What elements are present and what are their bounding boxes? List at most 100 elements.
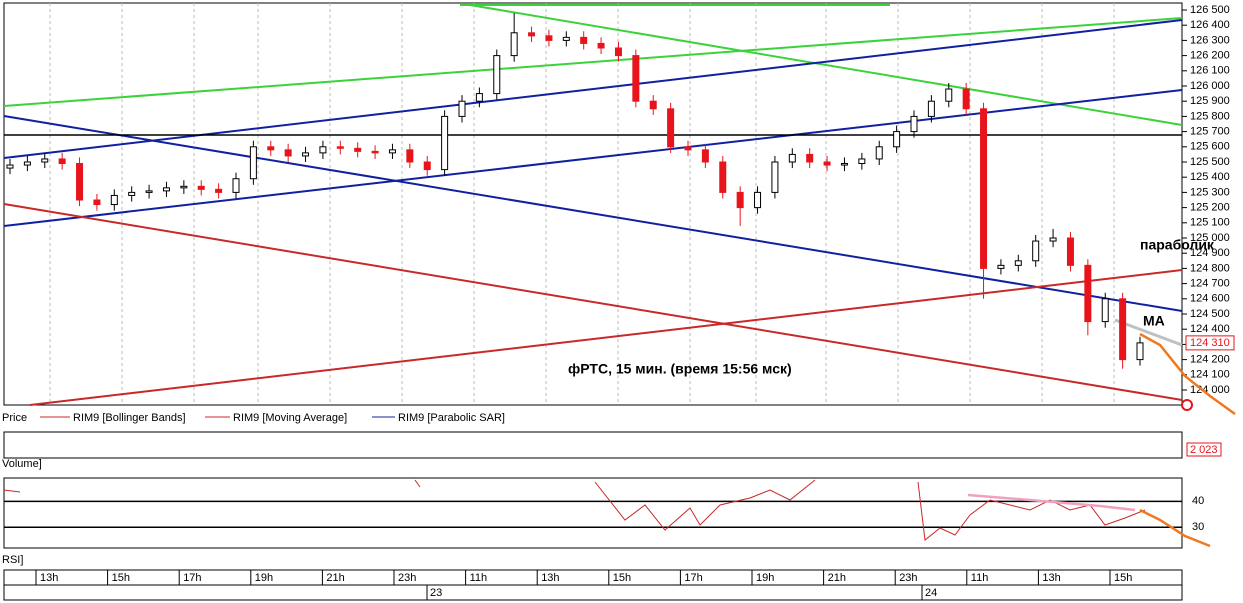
candle-body bbox=[6, 164, 14, 169]
day-label: 24 bbox=[925, 587, 937, 599]
candle-body bbox=[423, 161, 431, 171]
candle-body bbox=[128, 191, 136, 196]
x-tick-label: 23h bbox=[899, 572, 917, 584]
candle-body bbox=[614, 47, 622, 57]
candle-body bbox=[284, 149, 292, 157]
rsi-panel bbox=[3, 477, 1183, 549]
y-tick-label: 125 800 bbox=[1190, 110, 1230, 122]
candle-body bbox=[1049, 237, 1057, 242]
candle-body bbox=[632, 55, 640, 102]
candle-body bbox=[580, 36, 588, 44]
rsi-forecast bbox=[1139, 508, 1211, 548]
candle-body bbox=[597, 42, 605, 49]
y-tick-label: 126 400 bbox=[1190, 19, 1230, 31]
y-tick-label: 124 700 bbox=[1190, 278, 1230, 290]
y-tick-label: 125 900 bbox=[1190, 95, 1230, 107]
last-price-label: 124 310 bbox=[1190, 337, 1230, 349]
candle-body bbox=[736, 191, 744, 209]
legend-item: RIM9 [Moving Average] bbox=[233, 412, 347, 424]
candle-body bbox=[754, 191, 762, 209]
y-tick-label: 126 200 bbox=[1190, 50, 1230, 62]
y-tick-label: 124 400 bbox=[1190, 323, 1230, 335]
candle-body bbox=[1014, 260, 1022, 266]
y-tick-label: 125 600 bbox=[1190, 141, 1230, 153]
volume-last-box bbox=[1186, 442, 1222, 457]
x-tick-label: 21h bbox=[326, 572, 344, 584]
candle-body bbox=[215, 188, 223, 193]
candle-body bbox=[980, 108, 988, 269]
candle-body bbox=[771, 161, 779, 193]
candle-body bbox=[493, 55, 501, 95]
candle-body bbox=[997, 264, 1005, 269]
day-label: 23 bbox=[430, 587, 442, 599]
chart-title: фРТС, 15 мин. (время 15:56 мск) bbox=[568, 361, 792, 377]
rsi-tick-label: 30 bbox=[1192, 521, 1204, 533]
candle-body bbox=[249, 146, 257, 180]
legend-item: Price bbox=[2, 412, 27, 424]
candle-body bbox=[893, 131, 901, 148]
annotation-ma: MA bbox=[1143, 313, 1165, 329]
candle-body bbox=[23, 161, 31, 166]
candle-body bbox=[649, 100, 657, 110]
legend-item: RIM9 [Bollinger Bands] bbox=[73, 412, 186, 424]
candle-body bbox=[927, 100, 935, 117]
candle-body bbox=[336, 146, 344, 149]
candle-body bbox=[823, 161, 831, 166]
candle-body bbox=[406, 149, 414, 163]
x-tick-label: 15h bbox=[1114, 572, 1132, 584]
candle-body bbox=[858, 158, 866, 165]
candle-body bbox=[510, 32, 518, 57]
candle-body bbox=[1136, 342, 1144, 361]
x-tick-label: 15h bbox=[112, 572, 130, 584]
y-tick-label: 125 000 bbox=[1190, 232, 1230, 244]
last-price-box bbox=[1185, 335, 1235, 351]
rsi-line bbox=[3, 479, 1146, 541]
y-tick-label: 126 500 bbox=[1190, 4, 1230, 16]
y-tick-label: 125 200 bbox=[1190, 202, 1230, 214]
x-tick-label: 19h bbox=[255, 572, 273, 584]
candle-body bbox=[667, 108, 675, 148]
annotation-sar: параболик bbox=[1140, 237, 1215, 253]
y-tick-label: 124 800 bbox=[1190, 262, 1230, 274]
candle-body bbox=[1066, 237, 1074, 266]
candle-body bbox=[806, 153, 814, 163]
candle-body bbox=[945, 88, 953, 102]
volume-last-label: 2 023 bbox=[1190, 444, 1218, 456]
volume-panel bbox=[3, 431, 1183, 459]
candle-body bbox=[458, 100, 466, 117]
candle-body bbox=[1084, 264, 1092, 323]
x-tick-label: 13h bbox=[1042, 572, 1060, 584]
candle-body bbox=[93, 199, 101, 206]
candle-body bbox=[41, 158, 49, 163]
candle-body bbox=[371, 150, 379, 154]
x-tick-label: 13h bbox=[40, 572, 58, 584]
candle-body bbox=[267, 146, 275, 151]
y-tick-label: 125 300 bbox=[1190, 186, 1230, 198]
x-tick-label: 13h bbox=[541, 572, 559, 584]
candle-body bbox=[441, 115, 449, 171]
candle-body bbox=[719, 161, 727, 193]
candle-body bbox=[684, 146, 692, 151]
y-tick-label: 125 500 bbox=[1190, 156, 1230, 168]
candle-body bbox=[788, 153, 796, 163]
y-tick-label: 125 700 bbox=[1190, 126, 1230, 138]
y-tick-label: 124 600 bbox=[1190, 293, 1230, 305]
rsi-label: RSI] bbox=[2, 554, 23, 566]
candle-body bbox=[840, 163, 848, 166]
candle-body bbox=[475, 93, 483, 102]
y-tick-label: 126 100 bbox=[1190, 65, 1230, 77]
y-tick-label: 126 300 bbox=[1190, 34, 1230, 46]
candle-body bbox=[180, 185, 188, 189]
y-tick-label: 125 100 bbox=[1190, 217, 1230, 229]
volume-label: Volume] bbox=[2, 458, 42, 470]
candle-body bbox=[58, 158, 66, 165]
y-tick-label: 124 500 bbox=[1190, 308, 1230, 320]
candle-body bbox=[528, 32, 536, 37]
candle-body bbox=[910, 115, 918, 133]
candle-body bbox=[197, 185, 205, 190]
candle-body bbox=[1032, 240, 1040, 262]
candle-body bbox=[701, 149, 709, 163]
x-tick-label: 23h bbox=[398, 572, 416, 584]
